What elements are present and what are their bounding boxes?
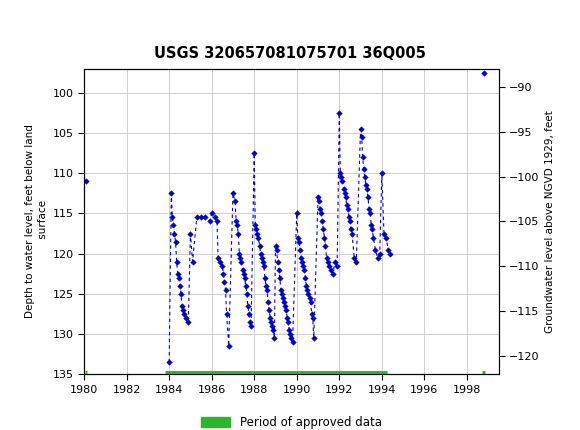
Y-axis label: Depth to water level, feet below land
 surface: Depth to water level, feet below land su… — [25, 125, 48, 318]
Text: ≡USGS: ≡USGS — [7, 12, 78, 29]
Legend: Period of approved data: Period of approved data — [196, 412, 387, 430]
Text: USGS 320657081075701 36Q005: USGS 320657081075701 36Q005 — [154, 46, 426, 61]
Y-axis label: Groundwater level above NGVD 1929, feet: Groundwater level above NGVD 1929, feet — [545, 110, 555, 333]
